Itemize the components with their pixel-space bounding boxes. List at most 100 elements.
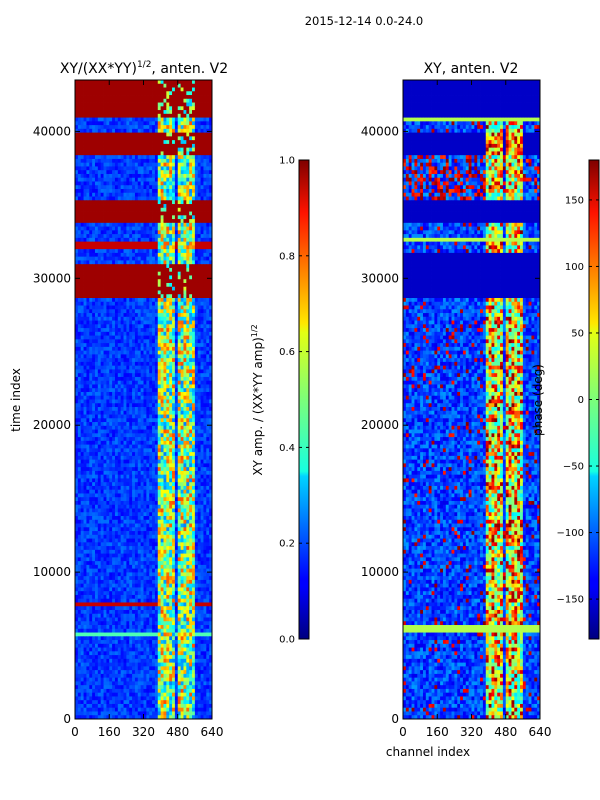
heatmap-cell <box>177 305 181 310</box>
heatmap-cell <box>100 467 104 472</box>
heatmap-cell <box>146 395 150 400</box>
heatmap-cell <box>117 91 122 96</box>
heatmap-cell <box>97 241 102 246</box>
heatmap-cell <box>114 320 119 325</box>
heatmap-cell <box>89 219 93 224</box>
heatmap-cell <box>143 237 147 243</box>
heatmap-cell <box>180 121 184 126</box>
heatmap-cell <box>114 324 119 329</box>
heatmap-cell <box>157 185 162 190</box>
heatmap-cell <box>103 192 107 197</box>
heatmap-cell <box>132 452 136 457</box>
heatmap-cell <box>177 384 181 389</box>
heatmap-cell <box>163 294 167 299</box>
heatmap-cell <box>154 151 159 156</box>
heatmap-cell <box>177 155 181 160</box>
heatmap-cell <box>106 192 110 197</box>
heatmap-cell <box>143 173 147 179</box>
heatmap-cell <box>80 399 84 404</box>
heatmap-cell <box>140 256 144 261</box>
heatmap-cell <box>206 121 210 126</box>
heatmap-cell <box>109 256 113 261</box>
heatmap-cell <box>172 448 176 453</box>
heatmap-cell <box>97 147 102 152</box>
heatmap-cell <box>154 102 159 107</box>
heatmap-cell <box>174 452 179 457</box>
heatmap-cell <box>160 267 164 273</box>
heatmap-cell <box>157 110 162 115</box>
heatmap-cell <box>186 373 190 378</box>
heatmap-cell <box>169 98 173 103</box>
heatmap-cell <box>89 407 93 412</box>
heatmap-cell <box>89 320 93 325</box>
heatmap-cell <box>140 286 144 291</box>
heatmap-cell <box>129 166 133 171</box>
heatmap-cell <box>169 140 173 145</box>
heatmap-cell <box>140 391 144 397</box>
heatmap-cell <box>123 440 127 446</box>
heatmap-cell <box>177 455 181 461</box>
heatmap-cell <box>86 358 90 363</box>
heatmap-cell <box>132 204 136 209</box>
heatmap-cell <box>209 399 212 404</box>
heatmap-cell <box>180 350 184 355</box>
heatmap-cell <box>114 313 119 318</box>
heatmap-cell <box>94 380 99 385</box>
heatmap-cell <box>172 87 176 92</box>
heatmap-cell <box>106 158 110 164</box>
heatmap-cell <box>94 388 99 393</box>
heatmap-cell <box>80 433 84 438</box>
heatmap-cell <box>200 282 204 288</box>
heatmap-cell <box>209 170 212 175</box>
heatmap-cell <box>166 200 170 205</box>
heatmap-cell <box>120 455 124 461</box>
heatmap-cell <box>160 294 164 299</box>
heatmap-cell <box>172 125 176 130</box>
heatmap-cell <box>163 459 167 464</box>
heatmap-cell <box>200 316 204 321</box>
heatmap-cell <box>129 237 133 243</box>
heatmap-cell <box>194 335 199 340</box>
heatmap-cell <box>163 339 167 344</box>
heatmap-cell <box>174 245 179 250</box>
heatmap-cell <box>206 313 210 318</box>
heatmap-cell <box>77 279 82 284</box>
heatmap-cell <box>152 343 156 348</box>
heatmap-cell <box>149 455 153 461</box>
left-panel: XY/(XX*YY)1/2, anten. V2 0 160 320 480 64001… <box>9 60 228 739</box>
heatmap-cell <box>152 361 156 367</box>
heatmap-cell <box>126 395 130 400</box>
heatmap-cell <box>183 305 187 310</box>
heatmap-cell <box>123 301 127 306</box>
heatmap-cell <box>163 226 167 231</box>
heatmap-cell <box>94 219 99 224</box>
heatmap-cell <box>180 200 184 205</box>
heatmap-cell <box>172 433 176 438</box>
heatmap-cell <box>140 320 144 325</box>
heatmap-cell <box>169 452 173 457</box>
heatmap-cell <box>112 95 116 100</box>
heatmap-cell <box>186 459 190 464</box>
heatmap-cell <box>209 125 212 130</box>
heatmap-cell <box>109 425 113 430</box>
heatmap-cell <box>117 264 122 269</box>
heatmap-cell <box>206 335 210 340</box>
heatmap-cell <box>149 350 153 355</box>
heatmap-cell <box>89 343 93 348</box>
heatmap-cell <box>94 425 99 430</box>
heatmap-cell <box>200 384 204 389</box>
heatmap-cell <box>137 403 142 408</box>
heatmap-cell <box>189 463 193 468</box>
heatmap-cell <box>137 343 142 348</box>
heatmap-cell <box>203 346 207 352</box>
heatmap-cell <box>149 95 153 100</box>
heatmap-cell <box>180 185 184 190</box>
heatmap-cell <box>86 83 90 88</box>
heatmap-cell <box>86 143 90 149</box>
heatmap-cell <box>134 110 139 115</box>
heatmap-cell <box>146 158 150 164</box>
heatmap-cell <box>100 143 104 149</box>
heatmap-cell <box>75 80 79 85</box>
heatmap-cell <box>134 132 139 137</box>
heatmap-cell <box>183 211 187 216</box>
